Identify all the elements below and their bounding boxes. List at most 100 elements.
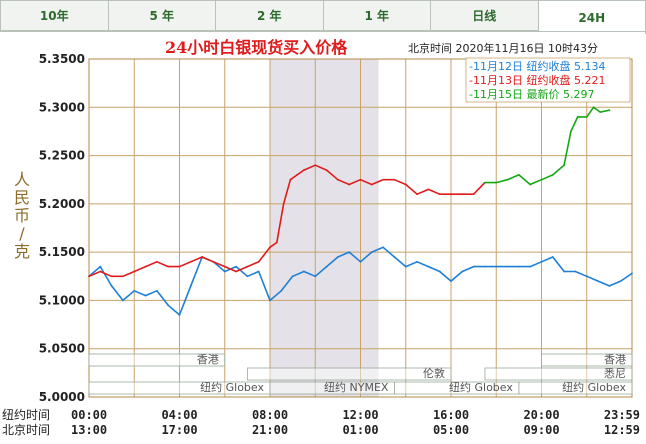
series-point-0 — [393, 256, 396, 258]
y-tick-label: 5.1500 — [39, 245, 85, 259]
x-tick-label: 21:00 — [252, 423, 288, 437]
x-tick-label: 12:00 — [342, 408, 378, 422]
series-point-1 — [359, 178, 362, 181]
series-point-0 — [427, 265, 430, 268]
tab-0[interactable]: 10年 — [0, 0, 109, 31]
series-point-0 — [472, 265, 475, 268]
x-tick-label: 17:00 — [161, 423, 197, 437]
x-tick-label: 16:00 — [433, 408, 469, 422]
series-point-0 — [382, 246, 385, 249]
series-point-1 — [393, 178, 396, 181]
series-point-1 — [370, 183, 373, 186]
series-point-0 — [303, 270, 305, 273]
series-point-1 — [178, 265, 181, 268]
tab-5[interactable]: 24H — [538, 0, 646, 34]
series-point-1 — [257, 260, 260, 263]
tab-3[interactable]: 1 年 — [323, 0, 431, 31]
session-box — [484, 367, 633, 381]
series-point-0 — [133, 289, 136, 292]
series-point-1 — [110, 275, 113, 278]
series-point-1 — [246, 265, 249, 268]
series-point-1 — [348, 183, 351, 186]
series-point-2 — [529, 183, 532, 186]
session-label: 香港 — [604, 353, 626, 366]
session-box — [88, 353, 226, 367]
x-row-label: 纽约时间 — [2, 407, 50, 422]
series-point-2 — [592, 106, 595, 109]
series-point-0 — [189, 285, 192, 287]
y-tick-label: 5.3000 — [39, 100, 85, 114]
x-tick-label: 09:00 — [523, 423, 559, 437]
session-label: 纽约 Globex — [562, 380, 626, 394]
series-point-1 — [212, 260, 215, 263]
series-point-0 — [336, 256, 339, 258]
series-point-0 — [257, 270, 260, 273]
series-point-0 — [291, 275, 294, 278]
tab-2[interactable]: 2 年 — [216, 0, 324, 31]
x-tick-label: 20:00 — [523, 408, 559, 422]
series-point-0 — [495, 265, 498, 268]
series-point-1 — [189, 260, 192, 263]
series-point-1 — [167, 265, 170, 268]
series-point-0 — [325, 265, 328, 268]
series-point-0 — [348, 251, 351, 254]
series-point-0 — [529, 265, 532, 268]
series-point-0 — [122, 299, 124, 302]
series-point-0 — [370, 251, 373, 254]
series-point-0 — [110, 285, 113, 287]
x-tick-label: 13:00 — [71, 423, 107, 437]
x-tick-label: 04:00 — [161, 408, 197, 422]
x-tick-label: 01:00 — [342, 423, 378, 437]
series-point-1 — [404, 183, 407, 186]
session-box — [541, 353, 633, 367]
series-point-1 — [303, 169, 305, 171]
series-point-1 — [282, 202, 285, 205]
series-point-1 — [461, 193, 464, 196]
series-point-1 — [336, 178, 339, 181]
x-tick-label: 12:59 — [604, 423, 640, 437]
series-point-2 — [563, 164, 566, 167]
series-point-1 — [88, 275, 90, 278]
session-box — [246, 367, 452, 381]
series-point-1 — [472, 193, 475, 196]
series-point-2 — [576, 116, 579, 118]
series-point-2 — [608, 109, 611, 112]
series-point-1 — [438, 193, 441, 196]
series-point-1 — [269, 246, 271, 249]
x-tick-label: 05:00 — [433, 423, 469, 437]
y-tick-label: 5.2000 — [39, 197, 85, 211]
series-point-1 — [144, 265, 147, 268]
legend-entry: -11月12日 纽约收盘 5.134 — [469, 59, 605, 73]
y-tick-label: 5.3500 — [39, 52, 85, 66]
tab-4[interactable]: 日线 — [431, 0, 539, 31]
y-axis-label-char: 克 — [14, 242, 30, 261]
y-tick-label: 5.0500 — [39, 342, 85, 356]
series-point-2 — [570, 130, 572, 133]
chart-timestamp: 北京时间 2020年11月16日 10时43分 — [408, 41, 598, 55]
series-point-0 — [246, 275, 249, 278]
series-point-0 — [540, 260, 543, 263]
session-label: 纽约 NYMEX — [324, 380, 389, 394]
series-point-1 — [416, 193, 418, 196]
x-tick-label: 23:59 — [604, 408, 640, 422]
tab-1[interactable]: 5 年 — [108, 0, 216, 31]
series-point-0 — [99, 265, 102, 268]
series-point-1 — [99, 270, 102, 273]
series-point-0 — [574, 270, 577, 273]
series-point-1 — [133, 270, 136, 273]
series-point-0 — [551, 256, 554, 258]
series-point-0 — [144, 294, 147, 297]
series-point-1 — [235, 270, 237, 273]
y-tick-label: 5.1000 — [39, 293, 85, 307]
series-point-2 — [506, 178, 509, 181]
series-point-1 — [275, 241, 278, 244]
series-point-0 — [404, 265, 407, 268]
series-point-0 — [359, 260, 362, 263]
series-point-2 — [495, 181, 498, 184]
series-point-1 — [201, 256, 204, 258]
series-point-1 — [314, 164, 317, 167]
session-label: 纽约 Globex — [200, 380, 264, 394]
series-point-0 — [438, 270, 441, 273]
